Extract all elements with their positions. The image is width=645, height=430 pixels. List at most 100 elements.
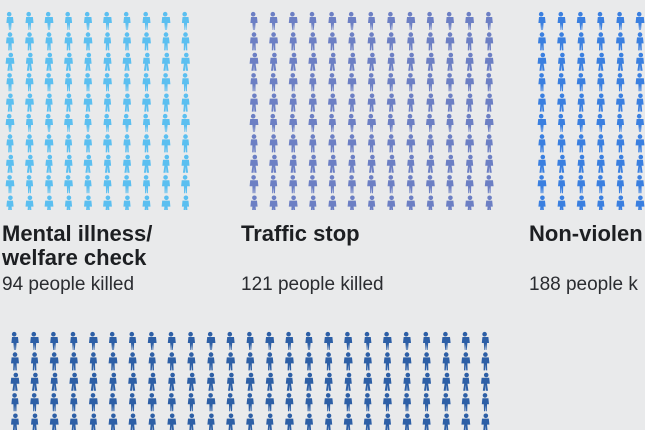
person-icon [485,73,493,92]
person-icon [11,331,19,350]
person-icon [167,352,177,371]
person-icon [577,113,586,132]
person-icon [596,154,605,173]
person-icon [328,73,337,92]
person-icon [363,372,373,391]
person-icon [89,331,98,350]
person-icon [426,73,434,92]
person-icon [465,113,474,132]
person-icon [45,52,53,71]
person-icon [577,154,585,173]
person-icon [597,11,605,30]
person-icon [308,32,317,51]
person-icon [309,195,317,210]
person-icon [289,154,297,173]
person-icon [103,93,112,112]
person-icon [148,352,156,371]
person-icon [31,352,39,371]
person-icon [616,154,625,173]
person-icon [289,113,298,132]
person-icon [5,175,15,194]
person-icon [289,93,297,112]
person-icon [442,352,450,371]
person-icon [426,154,435,173]
person-icon [364,393,372,412]
person-icon [423,331,431,350]
person-icon [422,352,431,371]
person-icon [442,372,451,391]
person-icon [25,113,34,132]
person-icon [328,134,337,153]
person-icon [481,393,489,412]
person-icon [616,93,625,112]
person-icon [103,154,112,173]
person-icon [122,52,132,71]
person-icon [25,73,34,92]
person-icon [576,11,586,30]
person-icon [181,175,190,194]
person-icon [123,134,131,153]
person-icon [269,195,278,210]
person-icon [558,113,566,132]
person-icon [25,32,34,51]
person-icon [288,73,298,92]
person-icon [368,11,376,30]
person-icon [64,11,73,30]
person-icon [461,413,471,430]
person-icon [308,52,318,71]
person-icon [142,134,151,153]
person-icon [181,52,190,71]
person-icon [250,11,258,30]
person-icon [142,93,151,112]
person-icon [446,11,454,30]
person-icon [181,154,190,173]
person-icon [308,113,318,132]
person-icon [103,52,112,71]
person-icon [407,32,415,51]
person-icon [406,134,416,153]
person-icon [25,52,34,71]
person-icon [577,32,585,51]
person-icon [304,372,314,391]
person-icon [465,195,474,210]
person-icon [348,154,356,173]
person-icon [538,32,546,51]
person-icon [485,195,493,210]
person-icon [142,113,151,132]
person-icon [484,52,494,71]
person-icon [250,73,258,92]
person-icon [616,113,624,132]
person-icon [481,413,490,430]
person-icon [383,331,392,350]
people-icons-fourth-group [2,330,497,430]
person-icon [386,32,396,51]
person-icon [348,175,356,194]
person-icon [402,413,412,430]
person-icon [187,413,196,430]
person-icon [181,93,190,112]
category-fourth-group [2,330,502,430]
person-icon [484,175,494,194]
person-icon [265,372,274,391]
person-icon [142,11,151,30]
person-icon [84,73,92,92]
person-icon [249,175,259,194]
person-icon [70,331,78,350]
person-icon [89,393,98,412]
person-icon [6,154,14,173]
person-icon [207,413,215,430]
person-icon [109,331,117,350]
person-icon [6,73,14,92]
person-icon [269,93,278,112]
person-icon [364,331,372,350]
person-icon [328,195,337,210]
person-icon [347,195,357,210]
person-icon [635,195,645,210]
person-icon [207,352,215,371]
person-icon [363,352,372,371]
person-icon [538,93,546,112]
person-icon [387,134,396,153]
person-icon [269,134,278,153]
person-icon [344,393,353,412]
person-icon [426,93,435,112]
